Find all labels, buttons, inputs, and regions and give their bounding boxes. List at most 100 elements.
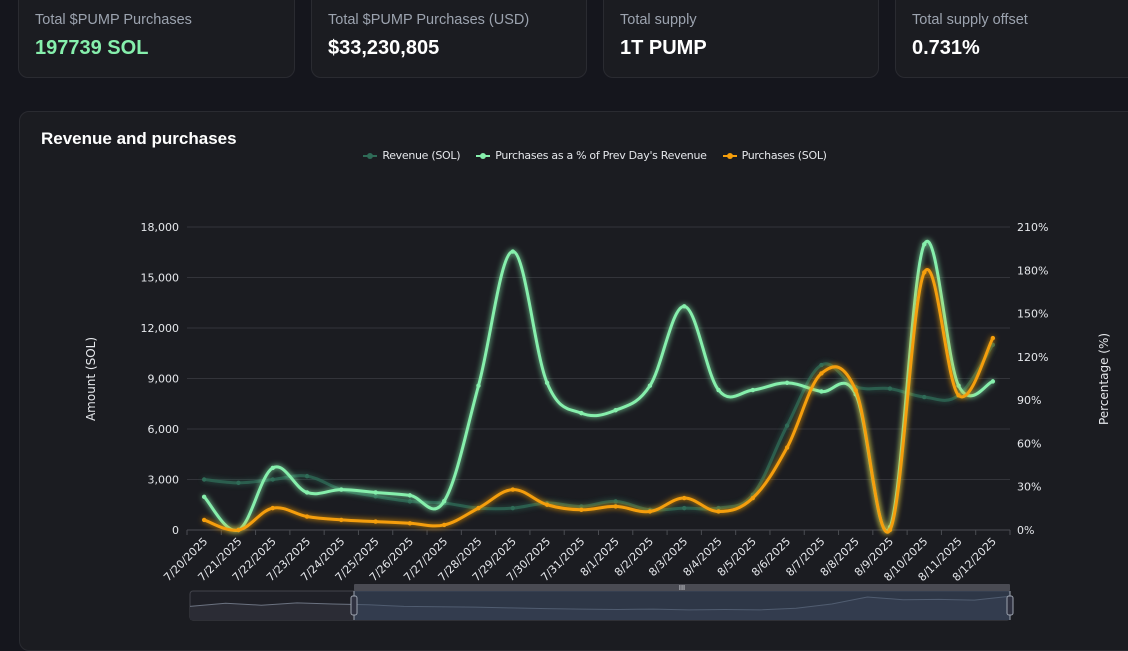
- data-point: [201, 494, 207, 500]
- data-point: [922, 394, 927, 400]
- data-point: [339, 487, 344, 492]
- stat-card-supply-offset: Total supply offset 0.731%: [895, 0, 1128, 78]
- data-point: [716, 387, 721, 393]
- data-point: [476, 505, 481, 511]
- data-point: [784, 445, 790, 450]
- chart-title: Revenue and purchases: [41, 129, 237, 148]
- data-point: [236, 527, 241, 533]
- zoom-handle-end[interactable]: [1006, 595, 1014, 616]
- data-point: [990, 379, 996, 384]
- stat-value: 197739 SOL: [35, 37, 149, 59]
- stat-value: $33,230,805: [328, 37, 440, 59]
- stat-card-usd-purchases: Total $PUMP Purchases (USD) $33,230,805: [311, 0, 587, 78]
- data-point: [853, 388, 858, 393]
- stat-card-total-supply: Total supply 1T PUMP: [603, 0, 879, 78]
- y2-tick-label: 210%: [1017, 221, 1048, 234]
- data-point: [201, 477, 207, 482]
- y-tick-label: 15,000: [141, 272, 180, 285]
- y-tick-label: 6,000: [148, 423, 180, 436]
- stat-label: Total supply: [620, 12, 697, 28]
- data-point: [922, 270, 927, 275]
- legend-item-purchases-pct[interactable]: Purchases as a % of Prev Day's Revenue: [476, 149, 707, 162]
- data-point: [579, 507, 584, 512]
- data-point: [682, 505, 687, 511]
- legend-label: Purchases as a % of Prev Day's Revenue: [495, 149, 707, 162]
- series-purchases-as-a-of-prev-day-s-revenue: [201, 239, 996, 533]
- data-point: [647, 509, 653, 514]
- y2-tick-label: 150%: [1017, 308, 1048, 321]
- y2-tick-label: 30%: [1017, 481, 1041, 494]
- data-point: [373, 494, 378, 499]
- data-point: [544, 502, 550, 507]
- stat-card-sol-purchases: Total $PUMP Purchases 197739 SOL: [18, 0, 295, 78]
- data-point: [304, 490, 310, 495]
- data-point: [956, 383, 961, 388]
- data-point: [613, 504, 618, 509]
- legend-swatch-icon: [363, 151, 378, 161]
- data-point: [407, 499, 413, 504]
- y-tick-label: 9,000: [148, 373, 180, 386]
- legend-item-revenue[interactable]: Revenue (SOL): [363, 149, 461, 162]
- data-point: [373, 490, 378, 495]
- data-point: [304, 514, 310, 519]
- data-point: [887, 527, 893, 533]
- data-point: [441, 498, 447, 504]
- legend-item-purchases-sol[interactable]: Purchases (SOL): [722, 149, 827, 162]
- data-point: [304, 473, 310, 479]
- stat-value: 0.731%: [912, 37, 980, 59]
- legend-swatch-icon: [476, 151, 491, 161]
- chart-panel: [19, 111, 1128, 651]
- data-point: [990, 335, 996, 341]
- chart-legend: Revenue (SOL) Purchases as a % of Prev D…: [0, 149, 1128, 162]
- data-point: [682, 304, 687, 309]
- zoom-handle-start[interactable]: [350, 595, 358, 616]
- stat-label: Total supply offset: [912, 12, 1028, 28]
- data-point: [716, 505, 721, 511]
- data-point: [373, 519, 378, 524]
- data-point: [750, 495, 756, 501]
- data-point: [476, 383, 481, 388]
- y2-tick-label: 60%: [1017, 437, 1041, 450]
- data-point: [441, 522, 447, 528]
- legend-label: Purchases (SOL): [741, 149, 827, 162]
- stat-label: Total $PUMP Purchases: [35, 12, 192, 28]
- zoom-drag-bar[interactable]: [354, 584, 1010, 591]
- legend-swatch-icon: [722, 151, 737, 161]
- data-point: [750, 387, 756, 393]
- data-point: [510, 505, 515, 511]
- y-tick-label: 18,000: [141, 221, 180, 234]
- y-tick-label: 3,000: [148, 474, 180, 487]
- data-point: [270, 505, 275, 511]
- data-point: [819, 389, 824, 394]
- zoom-drag-grip-icon: III: [679, 584, 685, 592]
- data-point: [887, 386, 893, 391]
- data-point: [647, 383, 653, 388]
- data-point: [407, 493, 413, 498]
- series-revenue-sol: [201, 342, 996, 512]
- data-point: [339, 517, 344, 523]
- data-point: [819, 371, 824, 376]
- data-point: [784, 423, 790, 428]
- zoom-selected-range: [354, 591, 1010, 620]
- series-purchases-sol: [201, 268, 996, 534]
- stat-label: Total $PUMP Purchases (USD): [328, 12, 530, 28]
- data-point: [407, 521, 413, 526]
- y2-tick-label: 0%: [1017, 524, 1034, 537]
- y-tick-label: 12,000: [141, 322, 180, 335]
- y2-tick-label: 120%: [1017, 351, 1048, 364]
- y2-axis-title: Percentage (%): [1097, 333, 1111, 425]
- data-point: [682, 495, 687, 501]
- data-point: [270, 477, 275, 482]
- data-point: [544, 380, 550, 386]
- data-point: [236, 480, 241, 486]
- data-point: [956, 393, 961, 398]
- data-point: [201, 517, 207, 523]
- stat-value: 1T PUMP: [620, 37, 707, 59]
- data-point: [510, 487, 515, 492]
- data-point: [510, 249, 515, 254]
- data-point: [270, 465, 275, 471]
- y-tick-label: 0: [172, 524, 179, 537]
- y2-tick-label: 180%: [1017, 264, 1048, 277]
- data-point: [579, 410, 584, 416]
- data-point: [819, 362, 824, 368]
